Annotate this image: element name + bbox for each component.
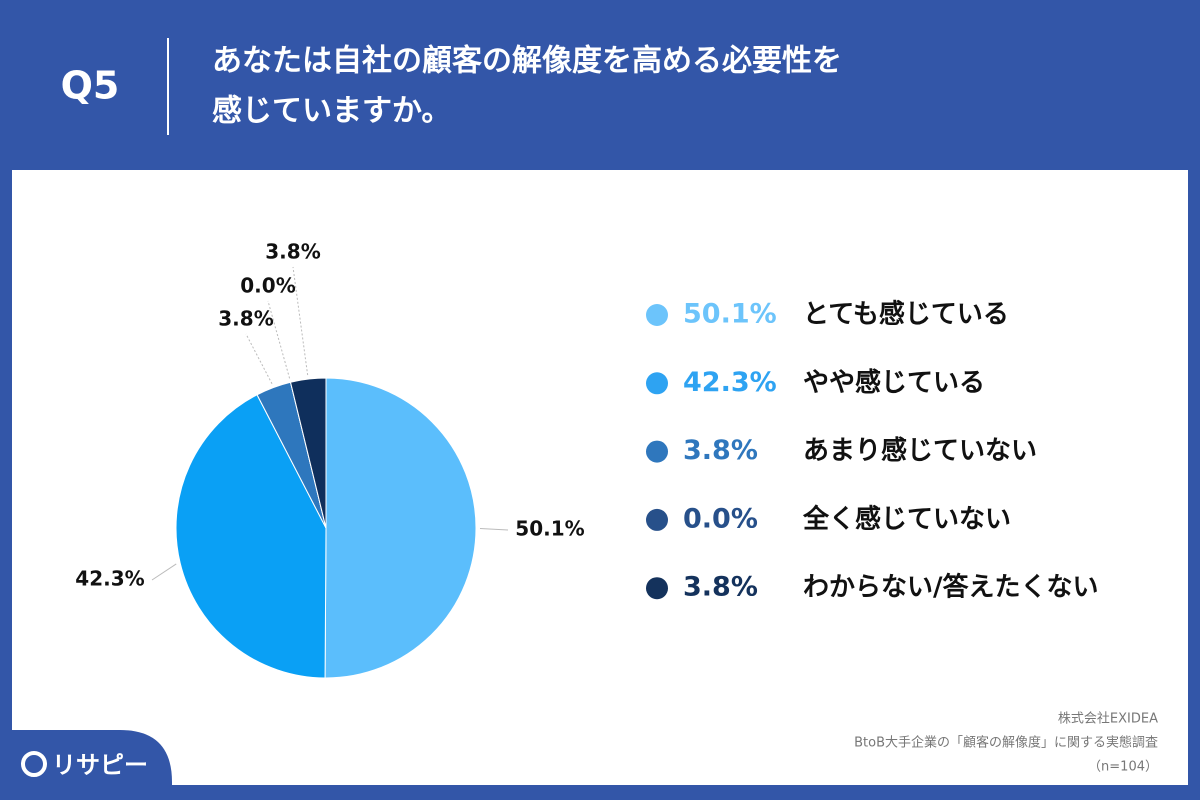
legend-label: わからない/答えたくない bbox=[803, 572, 1099, 603]
pie-slice bbox=[175, 394, 327, 679]
logo-icon bbox=[21, 751, 47, 777]
legend-marker bbox=[646, 304, 668, 326]
data-label: 3.8% bbox=[265, 240, 320, 264]
data-label: 50.1% bbox=[515, 517, 584, 541]
legend-marker bbox=[646, 372, 668, 395]
legend-value: 42.3% bbox=[683, 367, 777, 398]
legend-label: とても感じている bbox=[803, 300, 1009, 330]
title-line: 感じていますか。 bbox=[212, 94, 451, 129]
question-number: Q5 bbox=[61, 64, 120, 108]
logo: リサピー bbox=[52, 751, 148, 779]
pie-chart: 50.1% 42.3% 3.8% 0.0% 3.8% 50.1% とても感じている 42.3%… bbox=[75, 240, 1099, 679]
legend-marker bbox=[646, 508, 668, 531]
data-label: 42.3% bbox=[75, 567, 144, 591]
data-label: 3.8% bbox=[218, 307, 273, 331]
legend-value: 0.0% bbox=[683, 503, 758, 534]
legend-marker bbox=[646, 577, 668, 600]
title-line: あなたは自社の顧客の解像度を高める必要性を bbox=[212, 44, 842, 79]
legend-value: 50.1% bbox=[683, 299, 777, 330]
leader-line bbox=[151, 563, 177, 581]
data-label: 0.0% bbox=[240, 274, 295, 298]
legend-label: やや感じている bbox=[803, 368, 985, 398]
leader-line bbox=[267, 300, 291, 379]
legend-value: 3.8% bbox=[683, 435, 758, 466]
leader-line bbox=[479, 527, 509, 531]
legend-label: 全く感じていない bbox=[802, 503, 1011, 534]
source-line: （n=104） bbox=[1088, 760, 1158, 775]
source-line: 株式会社EXIDEA bbox=[1058, 711, 1158, 727]
logo-tab bbox=[0, 730, 172, 800]
pie-slice bbox=[289, 377, 327, 529]
source-line: BtoB大手企業の「顧客の解像度」に関する実態調査 bbox=[854, 735, 1158, 751]
legend-marker bbox=[646, 440, 668, 463]
legend-value: 3.8% bbox=[683, 572, 758, 603]
leader-line bbox=[245, 333, 273, 385]
pie-slice bbox=[324, 377, 477, 679]
legend-label: あまり感じていない bbox=[803, 436, 1037, 466]
